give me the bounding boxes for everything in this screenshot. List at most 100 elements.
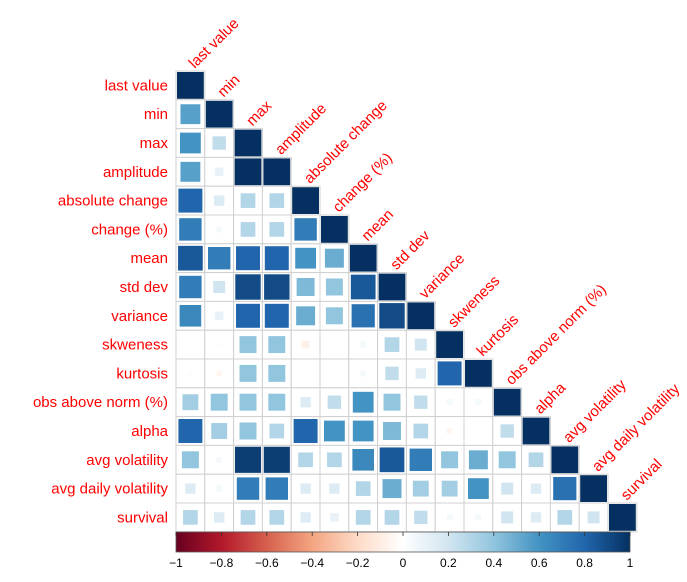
row-label: survival bbox=[117, 509, 168, 526]
correlation-mark-5-4 bbox=[294, 218, 317, 241]
correlation-mark-13-11 bbox=[498, 451, 516, 469]
correlation-mark-7-5 bbox=[325, 278, 343, 296]
correlation-mark-6-6 bbox=[349, 244, 377, 272]
row-label: change (%) bbox=[91, 221, 168, 238]
correlation-mark-11-7 bbox=[383, 393, 401, 411]
correlation-mark-4-2 bbox=[240, 193, 256, 208]
row-label: mean bbox=[130, 250, 168, 267]
correlation-mark-0-0 bbox=[177, 72, 204, 99]
correlation-mark-11-9 bbox=[446, 399, 453, 406]
row-label: max bbox=[140, 135, 169, 152]
column-label: max bbox=[243, 97, 275, 129]
correlation-mark-10-6 bbox=[360, 370, 367, 377]
correlation-mark-15-10 bbox=[475, 514, 482, 521]
correlation-mark-11-1 bbox=[210, 393, 228, 411]
correlation-mark-12-0 bbox=[178, 419, 203, 443]
correlation-mark-8-3 bbox=[264, 303, 289, 328]
column-label: kurtosis bbox=[474, 311, 523, 360]
correlation-mark-14-6 bbox=[355, 481, 371, 496]
correlation-mark-7-6 bbox=[350, 274, 376, 300]
correlation-mark-9-6 bbox=[360, 341, 367, 348]
row-label: avg volatility bbox=[86, 452, 168, 469]
correlation-mark-14-0 bbox=[185, 483, 196, 494]
correlation-mark-10-1 bbox=[216, 370, 223, 377]
row-label: min bbox=[144, 106, 168, 123]
correlation-mark-11-5 bbox=[327, 395, 342, 409]
correlation-mark-15-4 bbox=[300, 512, 311, 523]
correlation-mark-10-3 bbox=[268, 364, 286, 382]
correlation-mark-13-13 bbox=[551, 446, 579, 474]
colorbar-tick-label: 0.8 bbox=[576, 556, 593, 570]
correlation-mark-8-7 bbox=[379, 303, 405, 329]
correlation-mark-5-3 bbox=[269, 222, 285, 237]
colorbar-tick-label: 0.4 bbox=[485, 556, 502, 570]
correlation-mark-12-12 bbox=[522, 417, 550, 445]
correlation-mark-5-0 bbox=[179, 218, 202, 241]
correlation-mark-12-2 bbox=[239, 422, 257, 440]
row-label: avg daily volatility bbox=[51, 481, 168, 498]
correlation-mark-15-5 bbox=[330, 513, 339, 522]
row-label: alpha bbox=[131, 423, 168, 440]
correlation-mark-12-5 bbox=[324, 420, 345, 442]
correlation-mark-14-5 bbox=[329, 483, 340, 494]
cell-border-10-4 bbox=[290, 358, 321, 389]
column-label: alpha bbox=[531, 379, 569, 417]
cell-border-3-1 bbox=[204, 156, 235, 187]
correlation-mark-15-12 bbox=[530, 512, 542, 523]
correlation-mark-15-2 bbox=[240, 510, 256, 525]
correlation-mark-10-0 bbox=[188, 371, 193, 376]
correlation-mark-6-4 bbox=[295, 247, 316, 269]
correlation-mark-3-1 bbox=[214, 167, 224, 177]
correlation-mark-10-7 bbox=[385, 366, 399, 381]
correlation-mark-13-4 bbox=[298, 452, 313, 468]
correlation-mark-4-1 bbox=[214, 195, 225, 206]
correlation-mark-14-12 bbox=[530, 483, 542, 494]
correlation-mark-11-4 bbox=[300, 397, 311, 408]
correlation-mark-13-2 bbox=[234, 446, 262, 473]
correlation-mark-7-2 bbox=[235, 274, 261, 300]
cell-border-9-5 bbox=[319, 329, 350, 360]
correlation-mark-13-0 bbox=[181, 451, 199, 469]
correlation-mark-15-6 bbox=[355, 510, 371, 525]
correlation-mark-12-3 bbox=[269, 423, 285, 439]
correlation-mark-11-0 bbox=[182, 394, 199, 411]
correlation-mark-14-11 bbox=[501, 482, 514, 495]
correlation-mark-5-5 bbox=[321, 216, 348, 243]
colorbar-tick-label: −0.6 bbox=[255, 556, 279, 570]
correlation-mark-13-9 bbox=[441, 451, 459, 469]
correlation-mark-5-2 bbox=[240, 222, 256, 237]
correlation-mark-7-4 bbox=[296, 278, 315, 296]
correlation-mark-14-10 bbox=[468, 478, 489, 499]
colorbar-tick-label: 0.6 bbox=[531, 556, 548, 570]
correlation-mark-10-2 bbox=[239, 364, 257, 382]
correlation-mark-14-8 bbox=[412, 480, 429, 497]
correlation-mark-7-7 bbox=[378, 273, 406, 301]
correlation-mark-10-10 bbox=[465, 360, 492, 387]
correlation-mark-12-8 bbox=[413, 423, 429, 439]
column-label: amplitude bbox=[272, 100, 330, 158]
correlation-mark-6-1 bbox=[207, 246, 231, 270]
row-label: variance bbox=[111, 308, 168, 325]
row-label: last value bbox=[105, 77, 168, 94]
correlation-mark-8-8 bbox=[407, 302, 435, 330]
correlation-mark-14-4 bbox=[300, 483, 311, 494]
row-labels: last value min max amplitude absolute change… bbox=[33, 77, 169, 526]
correlation-mark-2-2 bbox=[234, 129, 262, 157]
correlation-mark-14-3 bbox=[265, 477, 289, 500]
correlation-mark-6-2 bbox=[236, 246, 260, 271]
correlation-mark-14-9 bbox=[441, 480, 458, 497]
correlation-mark-15-1 bbox=[214, 512, 225, 523]
correlation-mark-3-2 bbox=[234, 158, 262, 186]
correlation-mark-3-0 bbox=[180, 161, 201, 182]
correlation-mark-13-8 bbox=[409, 448, 433, 472]
correlation-mark-15-8 bbox=[414, 510, 428, 525]
correlation-mark-8-0 bbox=[179, 304, 202, 327]
correlation-mark-14-13 bbox=[553, 476, 577, 501]
correlation-mark-11-6 bbox=[352, 391, 374, 413]
correlation-mark-14-2 bbox=[236, 477, 260, 500]
correlation-mark-9-9 bbox=[436, 331, 463, 358]
correlation-mark-12-6 bbox=[352, 420, 374, 442]
correlation-mark-15-7 bbox=[384, 510, 400, 525]
colorbar-tick-label: 0 bbox=[400, 556, 407, 570]
correlation-mark-11-10 bbox=[475, 399, 482, 406]
